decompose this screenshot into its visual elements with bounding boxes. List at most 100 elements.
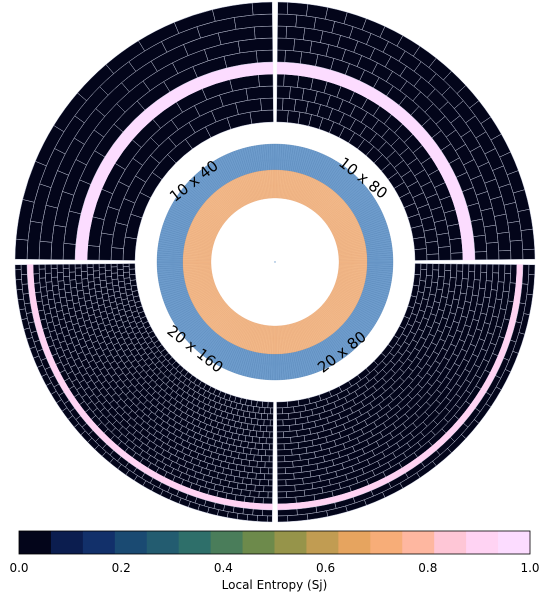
heat-cell: [39, 277, 47, 288]
heat-cell: [56, 264, 64, 274]
colorbar-cells: [19, 531, 531, 554]
heat-cell: [116, 263, 124, 271]
heat-cell: [287, 110, 301, 125]
heat-cell: [498, 250, 512, 260]
heat-cell: [277, 13, 298, 28]
heat-cell: [104, 269, 112, 278]
heat-cell: [281, 406, 295, 415]
heat-cell: [16, 289, 24, 301]
heat-cell: [27, 278, 35, 289]
heat-cell: [50, 264, 58, 269]
heat-cell: [263, 485, 273, 493]
heat-cell: [62, 267, 70, 277]
panel-top-left: [14, 1, 274, 261]
heat-cell: [99, 273, 107, 282]
heat-cell: [291, 62, 309, 77]
heat-cell: [438, 263, 446, 278]
heat-cell: [520, 228, 535, 250]
heat-cell: [276, 413, 290, 421]
heat-cell: [277, 503, 288, 511]
heat-cell: [276, 49, 286, 63]
heat-cell: [492, 264, 500, 274]
heat-cell: [438, 246, 452, 261]
heat-cell: [14, 264, 22, 271]
heat-cell: [450, 263, 458, 279]
heat-cell: [26, 264, 34, 270]
heat-cell: [277, 508, 298, 517]
colorbar-cell: [50, 531, 84, 554]
heat-cell: [111, 272, 119, 280]
heat-cell: [276, 109, 289, 123]
heat-cell: [268, 479, 273, 487]
heat-cell: [474, 251, 488, 261]
inner-cell: [366, 259, 394, 263]
colorbar-cell: [146, 531, 180, 554]
heat-cell: [254, 484, 265, 492]
heat-cell: [254, 412, 262, 420]
heat-cell: [509, 239, 524, 260]
heat-cell: [32, 264, 40, 275]
inner-ring-outer-band: [156, 143, 394, 381]
heat-cell: [250, 418, 259, 426]
heat-cell: [246, 423, 255, 431]
colorbar-cell: [242, 531, 275, 554]
heat-cell: [257, 503, 268, 511]
colorbar-tick-label: 0.6: [316, 561, 335, 575]
heat-cell: [261, 401, 269, 409]
heat-cell: [253, 25, 273, 40]
colorbar-cell: [306, 531, 339, 554]
colorbar-cell: [498, 531, 531, 554]
heat-cell: [276, 97, 284, 111]
heat-cell: [262, 509, 273, 517]
heat-cell: [245, 85, 274, 101]
heat-cell: [122, 263, 130, 267]
heat-cell: [74, 267, 82, 276]
heat-cell: [276, 425, 291, 433]
heat-cell: [106, 282, 114, 291]
panel-bottom-right: [276, 263, 536, 523]
heat-cell: [252, 406, 260, 414]
heat-cell: [277, 25, 287, 39]
heat-cell: [257, 418, 265, 426]
heat-cell: [38, 264, 46, 270]
heat-cell: [261, 443, 270, 451]
heat-cell: [276, 401, 289, 409]
heat-cell: [253, 454, 262, 462]
heat-cell: [522, 248, 536, 260]
heat-cell: [86, 245, 100, 261]
heat-cell: [473, 234, 487, 253]
heat-cell: [249, 109, 274, 125]
heat-cell: [436, 232, 451, 248]
colorbar-frame: [18, 530, 531, 555]
heat-cell: [276, 419, 284, 427]
heat-cell: [419, 268, 428, 282]
heat-cell: [251, 466, 262, 474]
heat-cell: [92, 270, 100, 279]
heat-cell: [45, 272, 53, 283]
heat-cell: [92, 263, 100, 272]
heat-cell: [123, 277, 131, 285]
heat-cell: [264, 461, 274, 469]
heat-cell: [462, 244, 476, 261]
colorbar-cell: [466, 531, 499, 554]
heat-cell: [44, 264, 52, 274]
heat-cell: [57, 280, 65, 290]
heat-cell: [51, 276, 59, 287]
heat-cell: [122, 236, 138, 261]
panel-top-right: [276, 1, 536, 261]
colorbar-label: Local Entropy (Sj): [222, 578, 328, 592]
heat-cell: [276, 61, 293, 75]
colorbar-tick-label: 0.2: [112, 561, 131, 575]
heat-cell: [258, 73, 274, 87]
heat-cell: [287, 2, 309, 17]
heat-cell: [456, 263, 464, 272]
heat-cell: [87, 274, 95, 283]
heat-cell: [14, 238, 29, 260]
heat-cell: [267, 401, 274, 409]
colorbar-cell: [338, 531, 371, 554]
heat-cell: [293, 38, 313, 54]
heat-cell: [122, 266, 130, 273]
heat-cell: [123, 271, 131, 279]
heat-cell: [111, 278, 119, 287]
